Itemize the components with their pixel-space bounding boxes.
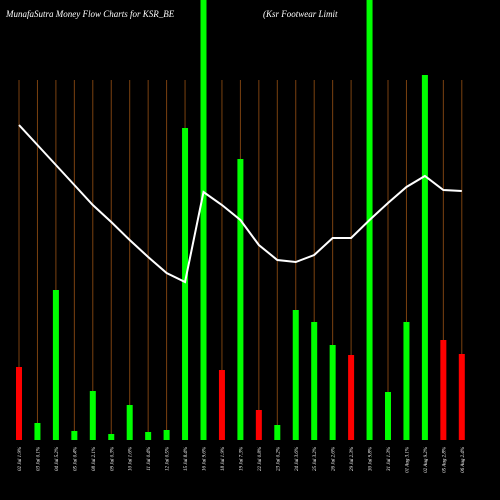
x-tick-label: 09 Jul 0.3%: [110, 447, 115, 471]
bar: [311, 322, 318, 440]
bar: [182, 128, 189, 440]
x-tick-label: 10 Jul 1.6%: [129, 447, 134, 471]
bar: [274, 425, 281, 440]
bar: [403, 322, 410, 440]
bar: [385, 392, 391, 440]
x-tick-label: 02 Jul 1.9%: [18, 447, 23, 471]
x-tick-label: 22 Jul 0.8%: [258, 447, 263, 471]
plot-area: [16, 0, 465, 440]
bar: [126, 405, 133, 440]
bar: [440, 340, 447, 440]
x-tick-label: 31 Jul 1.3%: [387, 447, 392, 471]
bar: [89, 391, 96, 440]
bar: [163, 430, 170, 440]
bar: [200, 0, 207, 440]
x-tick-label: 05 Aug 2.8%: [442, 447, 447, 473]
x-tick-label: 26 Jul 2.6%: [332, 447, 337, 471]
x-tick-label: 15 Jul 8.4%: [184, 447, 189, 471]
x-tick-label: 08 Jul 2.1%: [92, 447, 97, 471]
x-tick-label: 05 Jul 0.4%: [73, 447, 78, 471]
bar: [329, 345, 336, 440]
bar: [421, 75, 428, 440]
bar: [458, 354, 465, 440]
x-tick-label: 06 Aug 2.4%: [461, 447, 466, 473]
x-tick-label: 25 Jul 3.2%: [313, 447, 318, 471]
money-flow-line: [18, 124, 462, 284]
x-tick-label: 16 Jul 9.6%: [203, 447, 208, 471]
bar: [108, 434, 115, 440]
x-tick-label: 04 Jul 5.2%: [55, 447, 60, 471]
x-tick-label: 18 Jul 1.9%: [221, 447, 226, 471]
x-tick-label: 24 Jul 3.6%: [295, 447, 300, 471]
bar: [16, 367, 22, 440]
bar: [52, 290, 59, 440]
x-tick-label: 11 Jul 0.4%: [147, 447, 152, 471]
chart-title: MunafaSutra Money Flow Charts for KSR_BE: [5, 9, 175, 19]
x-tick-label: 19 Jul 7.3%: [239, 447, 244, 471]
bar: [71, 431, 78, 440]
x-tick-label: 01 Aug 3.1%: [405, 447, 410, 473]
bar: [218, 370, 225, 440]
x-tick-label: 29 Jul 2.3%: [350, 447, 355, 471]
bar: [34, 423, 41, 440]
bar: [348, 355, 355, 440]
bar: [237, 159, 244, 440]
x-tick-label: 30 Jul 9.8%: [369, 447, 374, 471]
x-tick-label: 02 Aug 9.2%: [424, 447, 429, 473]
x-tick-label: 23 Jul 0.2%: [276, 447, 281, 471]
x-tick-label: 12 Jul 0.5%: [166, 447, 171, 471]
bar: [255, 410, 262, 440]
bar: [145, 432, 152, 440]
bar: [292, 310, 299, 440]
x-tick-label: 03 Jul 0.1%: [36, 447, 41, 471]
chart-subtitle: (Ksr Footwear Limit: [263, 9, 338, 19]
